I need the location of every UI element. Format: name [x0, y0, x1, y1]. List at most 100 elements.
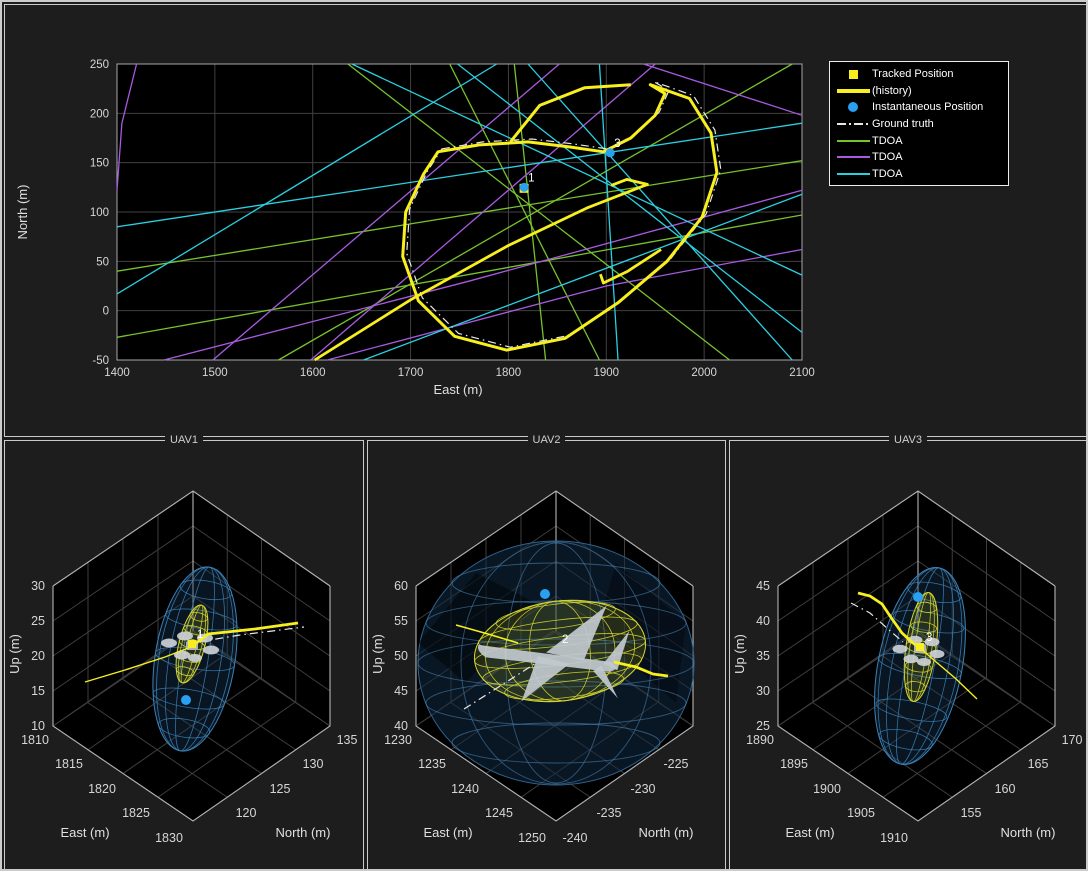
x-tick-label: 1400 [104, 367, 130, 379]
track-id-label: 3 [614, 138, 620, 150]
north-tick-label: -225 [663, 757, 688, 771]
legend-row: Instantaneous Position [830, 99, 1008, 116]
legend-label: TDOA [872, 151, 903, 164]
up-tick-label: 30 [756, 684, 770, 698]
east-tick-label: 1810 [21, 733, 49, 747]
uav2-track-history-thick [613, 660, 669, 678]
up-tick-label: 30 [31, 579, 45, 593]
tdoa-line-cyan [527, 63, 793, 361]
tracked-position-swatch-icon [834, 69, 872, 79]
tracked-history-loop [401, 83, 719, 352]
up-tick-label: 45 [756, 579, 770, 593]
up-tick-label: 35 [756, 649, 770, 663]
tdoa-line-purple [212, 63, 560, 361]
east-axis-label: East (m) [60, 825, 109, 840]
east-axis-label: East (m) [423, 825, 472, 840]
legend-label: Instantaneous Position [872, 101, 984, 114]
legend-row: TDOA [830, 132, 1008, 149]
ground-truth [406, 81, 722, 348]
up-tick-label: 25 [756, 719, 770, 733]
up-tick-label: 45 [394, 684, 408, 698]
east-tick-label: 1245 [485, 806, 513, 820]
north-tick-label: 165 [1028, 757, 1049, 771]
east-tick-label: 1815 [55, 757, 83, 771]
uav1-panel-title: UAV1 [165, 433, 203, 447]
legend-label: TDOA [872, 134, 903, 147]
legend-row: (history) [830, 83, 1008, 100]
history-line-swatch-icon [834, 88, 872, 93]
tdoa-line-green [278, 63, 793, 361]
north-tick-label: 120 [236, 806, 257, 820]
north-tick-label: 155 [961, 806, 982, 820]
up-tick-label: 40 [394, 719, 408, 733]
uav3-tracked-position-marker [916, 643, 924, 651]
y-tick-label: 0 [103, 306, 109, 318]
tdoa-line-cyan [457, 63, 803, 333]
up-tick-label: 20 [31, 649, 45, 663]
legend-row: TDOA [830, 149, 1008, 166]
east-axis-label: East (m) [785, 825, 834, 840]
instantaneous-position-marker [605, 148, 615, 158]
y-tick-label: 50 [96, 256, 109, 268]
tracked-history-seg2 [599, 248, 662, 285]
east-tick-label: 1900 [813, 782, 841, 796]
east-tick-label: 1820 [88, 782, 116, 796]
legend-label: Ground truth [872, 118, 934, 131]
position-markers: 13 [519, 138, 621, 193]
ground-truth-swatch-icon [834, 123, 872, 126]
uav3-track-label: 3 [926, 632, 932, 644]
legend-label: Tracked Position [872, 68, 954, 81]
uav3-track-history-thin [919, 647, 978, 700]
x-tick-label: 1600 [300, 367, 326, 379]
tracked-history-tail [313, 178, 649, 362]
north-tick-label: 125 [270, 782, 291, 796]
north-axis-label: North (m) [276, 825, 331, 840]
tracked-history-upper-lobe [509, 83, 631, 143]
tdoa-line-cyan [351, 63, 803, 276]
north-tick-label: 170 [1062, 733, 1083, 747]
east-tick-label: 1830 [155, 831, 183, 845]
north-axis-label: North (m) [639, 825, 694, 840]
y-tick-label: 100 [90, 207, 109, 219]
x-tick-label: 1800 [496, 367, 522, 379]
x-tick-label: 2000 [691, 367, 717, 379]
tick-labels: 1400 1500 1600 1700 1800 1900 2000 2100 -50 0 50 10… [90, 59, 815, 379]
track-id-label: 1 [528, 172, 534, 184]
up-tick-label: 25 [31, 614, 45, 628]
uav3-panel-title: UAV3 [889, 433, 927, 447]
tracked-history-curves [313, 83, 719, 362]
uav2-track-label: 2 [562, 634, 568, 646]
east-tick-label: 1825 [122, 806, 150, 820]
x-tick-label: 1500 [202, 367, 228, 379]
tdoa-purple-swatch-icon [834, 156, 872, 159]
east-tick-label: 1895 [780, 757, 808, 771]
legend-label: TDOA [872, 167, 903, 180]
tdoa-green-swatch-icon [834, 139, 872, 142]
uav2-panel: UAV2 [367, 433, 726, 869]
y-axis-label: North (m) [15, 185, 30, 240]
y-tick-label: 200 [90, 108, 109, 120]
up-tick-label: 50 [394, 649, 408, 663]
up-tick-label: 55 [394, 614, 408, 628]
axes-box-edges [52, 490, 331, 822]
uav1-tracked-position-marker [188, 640, 196, 648]
x-tick-label: 2100 [789, 367, 815, 379]
y-tick-label: 250 [90, 59, 109, 71]
tdoa-curves [116, 63, 803, 361]
north-tick-label: 135 [337, 733, 358, 747]
east-tick-label: 1910 [880, 831, 908, 845]
uav1-ground-truth-line [197, 626, 305, 643]
uav1-track-history-thick [190, 621, 299, 649]
instantaneous-position-marker [519, 182, 529, 192]
axes-box-edges [777, 490, 1056, 822]
x-tick-label: 1700 [398, 367, 424, 379]
up-tick-label: 60 [394, 579, 408, 593]
north-tick-label: -230 [630, 782, 655, 796]
tdoa-line-green [449, 63, 601, 361]
uav3-panel: UAV3 [729, 433, 1086, 869]
y-tick-label: 150 [90, 158, 109, 170]
uav1-track-history-thin [84, 646, 192, 683]
